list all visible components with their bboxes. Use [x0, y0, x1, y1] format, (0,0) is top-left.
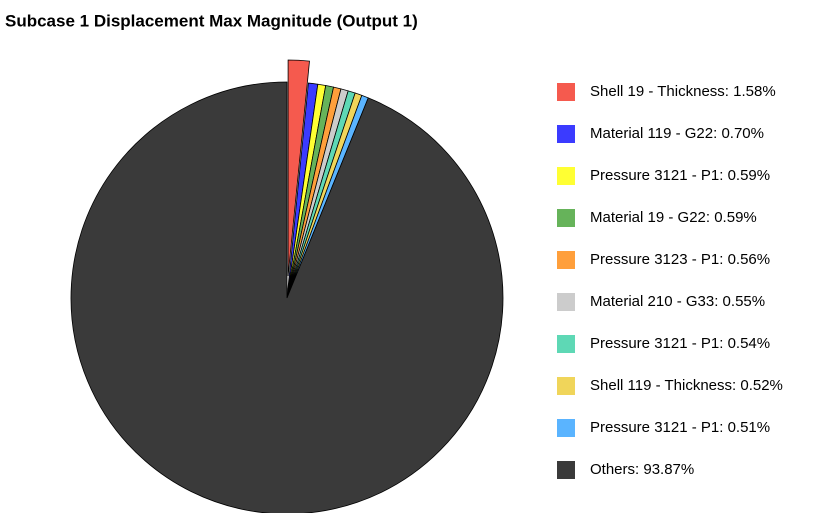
legend-label: Material 19 - G22: 0.59% [590, 209, 757, 226]
legend-label: Pressure 3121 - P1: 0.51% [590, 419, 770, 436]
legend-swatch [557, 167, 575, 185]
legend-swatch [557, 461, 575, 479]
legend-swatch [557, 293, 575, 311]
legend-label: Shell 19 - Thickness: 1.58% [590, 83, 776, 100]
legend-swatch [557, 335, 575, 353]
legend-label: Shell 119 - Thickness: 0.52% [590, 377, 783, 394]
legend-swatch [557, 419, 575, 437]
legend-swatch [557, 125, 575, 143]
chart-title: Subcase 1 Displacement Max Magnitude (Ou… [5, 11, 418, 30]
legend-swatch [557, 209, 575, 227]
legend-label: Pressure 3123 - P1: 0.56% [590, 251, 770, 268]
legend-label: Material 210 - G33: 0.55% [590, 293, 765, 310]
legend-swatch [557, 377, 575, 395]
pie-slice [287, 59, 310, 277]
legend-swatch [557, 83, 575, 101]
legend-label: Pressure 3121 - P1: 0.59% [590, 167, 770, 184]
legend-label: Others: 93.87% [590, 461, 694, 478]
legend-swatch [557, 251, 575, 269]
legend-label: Material 119 - G22: 0.70% [590, 125, 764, 142]
legend-label: Pressure 3121 - P1: 0.54% [590, 335, 770, 352]
pie-slice [70, 81, 504, 513]
